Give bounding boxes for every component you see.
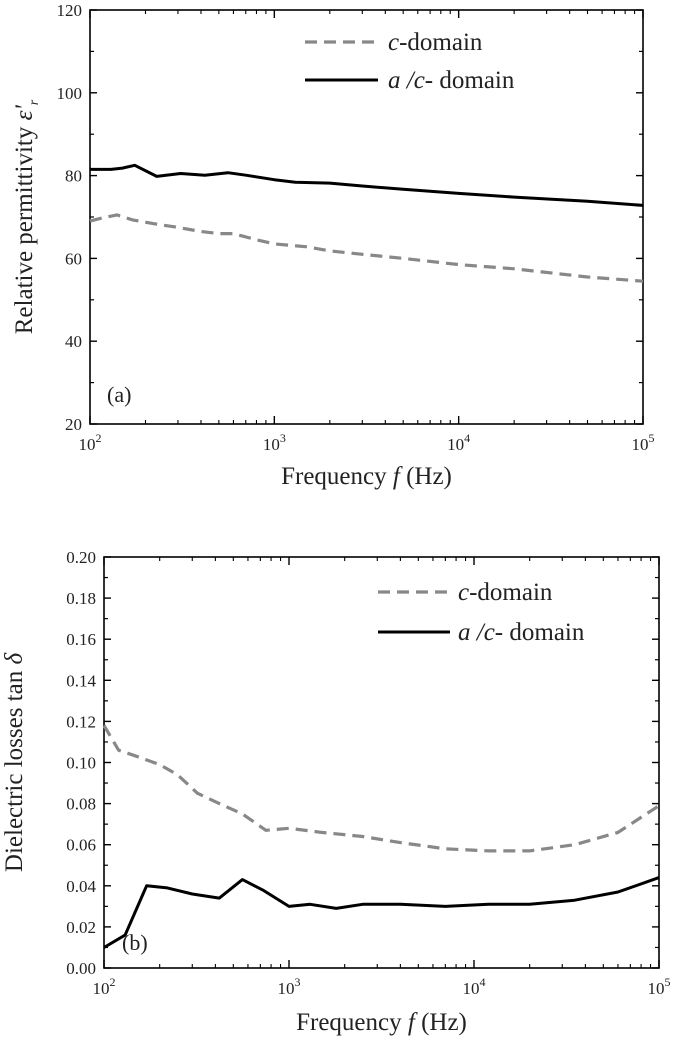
panel-a-y-axis-title-symbol: ε' [11,105,38,121]
panel-a-legend: c-domain a /c- domain [305,29,515,94]
panel-b-x-tick-base: 10 [463,979,480,998]
panel-b-y-tick-label: 0.18 [66,589,96,608]
panel-b-x-tick-base: 10 [648,979,665,998]
panel-b-y-tick-label: 0.02 [66,918,96,937]
panel-b-y-tick-label: 0.04 [66,877,96,896]
panel-b-y-tick-label: 0.08 [66,795,96,814]
panel-a-x-tick-exp: 5 [649,431,655,445]
panel-b-y-tick-label: 0.10 [66,754,96,773]
panel-b-y-axis-title-symbol: δ [1,653,28,665]
panel-a-x-tick-label: 102 [79,431,102,454]
panel-a-legend-label-ac-domain: a /c- domain [388,67,515,94]
panel-b-chart: 0.00 0.02 0.04 0.06 0.08 0.10 0.12 0.14 0.16 0.18… [1,548,671,1036]
panel-a-x-tick-exp: 2 [96,431,102,445]
panel-b-legend-label-rest: -domain [469,579,553,606]
panel-a-legend-label-rest: - domain [425,67,515,94]
panel-b-y-tick-label: 0.20 [66,548,96,567]
panel-a-x-tick-base: 10 [447,435,464,454]
panel-b-x-tick-exp: 4 [480,975,486,989]
panel-b-x-tick-label: 102 [93,975,116,998]
panel-a-x-axis-title-unit: (Hz) [400,463,452,490]
panel-a-x-tick-label: 105 [632,431,655,454]
panel-a-plot-frame [89,9,644,425]
panel-b-legend-label-c-domain: c-domain [458,579,553,606]
panel-b-y-tick-label: 0.12 [66,712,96,731]
panel-a-x-tick-base: 10 [263,435,280,454]
panel-b-legend-label-rest: - domain [495,619,585,646]
panel-a-y-axis-title-text: Relative permittivity [11,120,38,334]
panel-a-y-tick-label: 120 [57,1,83,20]
panel-a-x-tick-label: 104 [447,431,470,454]
panel-a-y-axis-title-subscript: r [27,99,42,105]
panel-a-x-tick-label: 103 [263,431,286,454]
panel-a-x-tick-exp: 3 [280,431,286,445]
panel-b-legend: c-domain a /c- domain [378,579,585,646]
panel-a-y-tick-label: 20 [65,415,82,434]
panel-a-legend-label-italic: a /c [388,67,425,94]
panel-a-series-line-c-domain [89,213,644,283]
panel-a-x-tick-base: 10 [79,435,96,454]
panel-a-legend-label-c-domain: c-domain [388,29,483,56]
panel-a-y-tick-label: 40 [65,332,82,351]
panel-b-x-tick-label: 103 [278,975,301,998]
panel-a-y-axis-title: Relative permittivity ε'r [11,99,42,334]
panel-a-x-axis-title: Frequency f (Hz) [281,463,452,490]
panel-b-x-tick-exp: 5 [665,975,671,989]
panel-b-x-tick-exp: 3 [295,975,301,989]
panel-b-x-tick-label: 105 [648,975,671,998]
panel-a-y-tick-label: 100 [57,84,83,103]
panel-b-y-axis-title: Dielectric losses tan δ [1,653,28,873]
panel-b-x-tick-exp: 2 [110,975,116,989]
panel-b-legend-label-ac-domain: a /c- domain [458,619,585,646]
panel-b-legend-label-italic: a /c [458,619,495,646]
panel-b-legend-label-italic: c [458,579,469,606]
panel-a-x-tick-base: 10 [632,435,649,454]
panel-b-x-tick-label: 104 [463,975,486,998]
panel-b-x-tick-base: 10 [278,979,295,998]
panel-a-x-tick-exp: 4 [464,431,470,445]
panel-a-x-axis-title-text: Frequency [281,463,393,490]
panel-a-y-tick-label: 80 [65,167,82,186]
panel-b-panel-label: (b) [122,930,148,955]
panel-b-y-axis-title-text: Dielectric losses tan [1,665,28,873]
panel-b-series-line-ac-domain [103,876,660,949]
panel-b-x-axis-title-unit: (Hz) [415,1009,467,1036]
panel-b-x-axis-title-var: f [408,1009,418,1036]
panel-b-x-axis-title-text: Frequency [296,1009,408,1036]
panel-a-x-axis-title-var: f [393,463,403,490]
panel-b-y-tick-label: 0.00 [66,959,96,978]
panel-b-y-tick-label: 0.16 [66,630,96,649]
panel-a-series-line-ac-domain [90,163,644,207]
panel-a-panel-label: (a) [107,382,131,407]
panel-b-series-line-c-domain [102,724,660,853]
panel-b-y-tick-label: 0.14 [66,671,96,690]
panel-a-legend-label-italic: c [388,29,399,56]
panel-b-x-tick-base: 10 [93,979,110,998]
panel-a-legend-label-rest: -domain [399,29,483,56]
panel-b-y-tick-label: 0.06 [66,836,96,855]
panel-a-y-tick-label: 60 [65,249,82,268]
panel-b-x-axis-title: Frequency f (Hz) [296,1009,467,1036]
